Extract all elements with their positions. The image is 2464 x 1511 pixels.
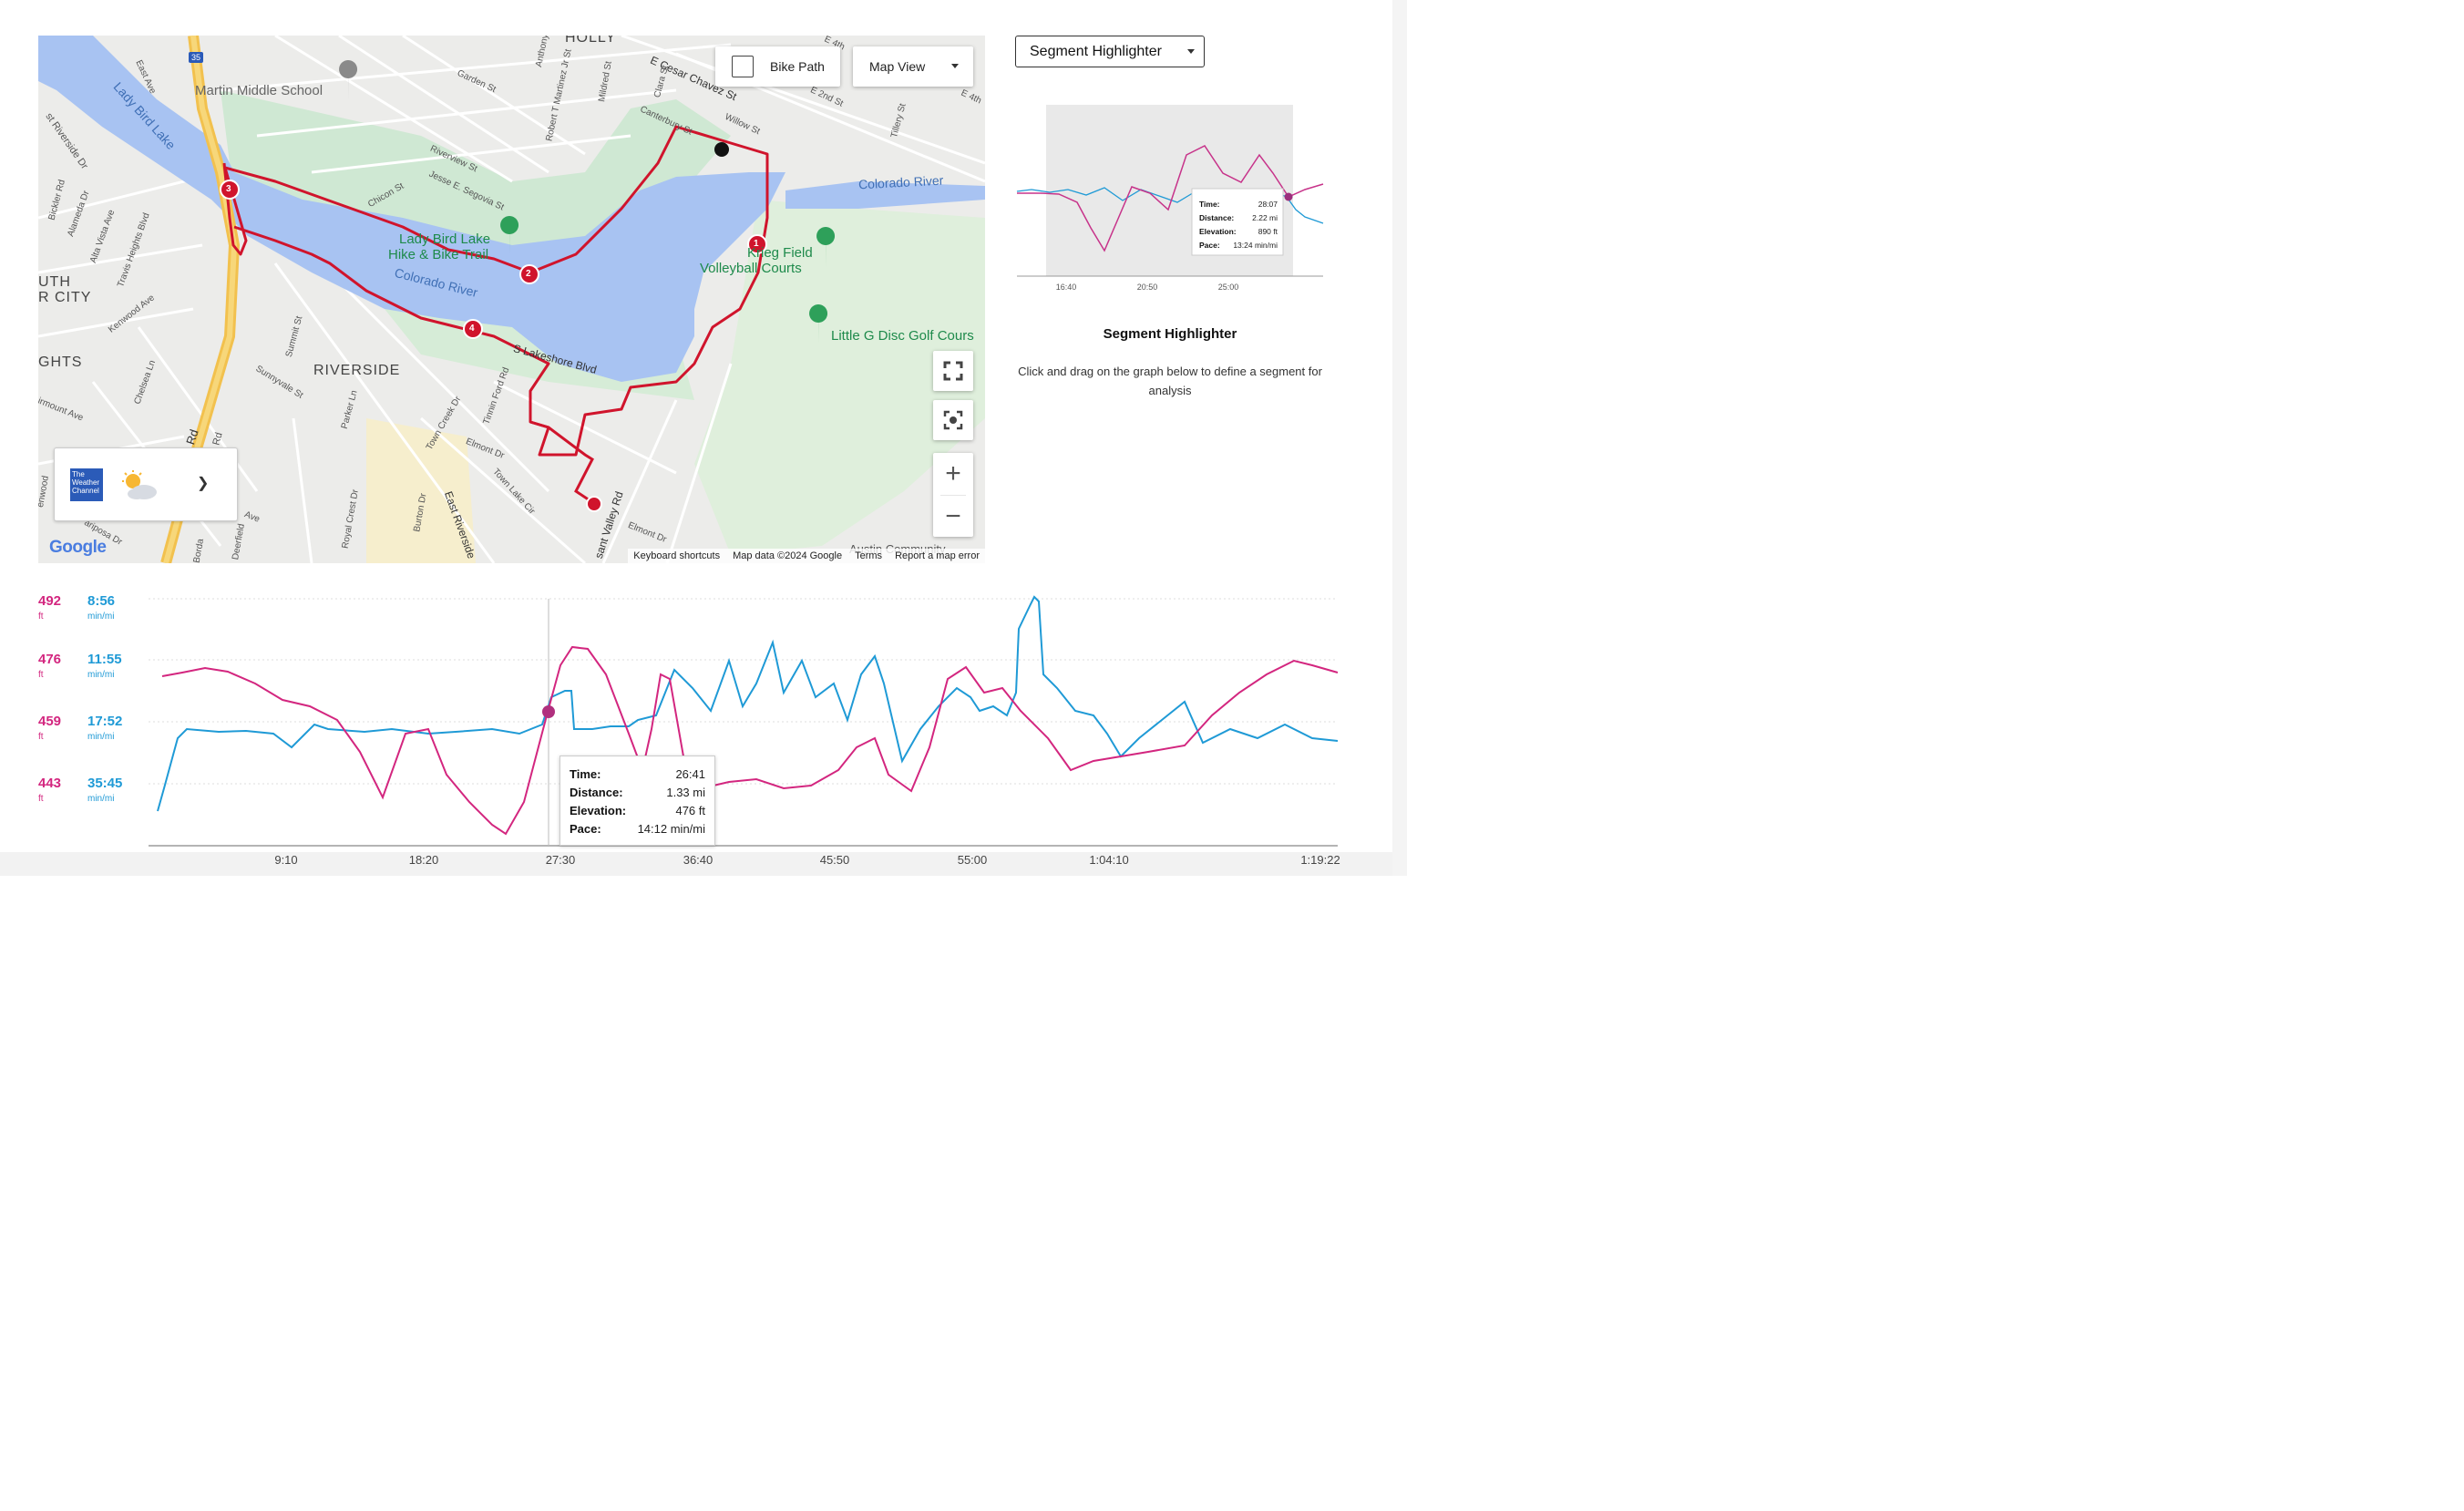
- x-tick-label: 9:10: [274, 853, 297, 867]
- zoom-out-button[interactable]: −: [945, 501, 961, 531]
- y-left-unit: ft: [38, 670, 44, 680]
- keyboard-shortcuts-link[interactable]: Keyboard shortcuts: [633, 550, 721, 561]
- report-map-error-link[interactable]: Report a map error: [895, 550, 980, 561]
- mini-tooltip-value: 890 ft: [1258, 227, 1278, 236]
- mini-segment-chart[interactable]: 16:40 20:50 25:00 Time: 28:07 Distance: …: [1013, 100, 1328, 296]
- segment-highlighter-select[interactable]: Segment Highlighter: [1015, 36, 1205, 67]
- mini-chart-cursor-dot: [1284, 192, 1293, 201]
- weather-channel-logo: The Weather Channel: [70, 468, 103, 501]
- map-attribution: Keyboard shortcuts Map data ©2024 Google…: [628, 549, 985, 563]
- bike-path-toggle[interactable]: Bike Path: [715, 46, 840, 87]
- y-right-unit: min/mi: [87, 670, 115, 680]
- mini-x-tick: 16:40: [1056, 283, 1077, 292]
- x-tick-label: 27:30: [546, 853, 576, 867]
- mini-chart-tooltip: Time: 28:07 Distance: 2.22 mi Elevation:…: [1191, 188, 1284, 256]
- chevron-down-icon: [951, 64, 959, 68]
- x-tick-label: 45:50: [820, 853, 850, 867]
- elevation-series-line: [161, 645, 1339, 836]
- map-view-dropdown[interactable]: Map View: [853, 46, 973, 87]
- partly-cloudy-icon: [122, 470, 157, 499]
- page-scrollbar-track: [1392, 0, 1407, 876]
- y-right-label: 17:52: [87, 714, 123, 729]
- terms-link[interactable]: Terms: [855, 550, 883, 561]
- mini-tooltip-value: 28:07: [1258, 200, 1278, 209]
- weather-widget[interactable]: The Weather Channel ❯: [54, 447, 238, 521]
- tooltip-key: Time:: [570, 767, 601, 781]
- bike-path-checkbox[interactable]: [732, 56, 754, 77]
- y-right-label: 8:56: [87, 593, 116, 609]
- tooltip-distance-value: 1.33 mi: [666, 786, 705, 799]
- map-view-label: Map View: [869, 59, 926, 74]
- y-left-label: 492: [38, 593, 62, 609]
- focus-target-icon: [943, 410, 963, 430]
- map-data-credit: Map data ©2024 Google: [733, 550, 843, 561]
- mini-tooltip-value: 13:24 min/mi: [1233, 241, 1278, 250]
- segment-highlighter-description: Click and drag on the graph below to def…: [1018, 365, 1322, 397]
- tooltip-pace-value: 14:12 min/mi: [637, 822, 705, 836]
- x-tick-label: 1:19:22: [1300, 853, 1340, 867]
- y-left-label: 459: [38, 714, 62, 729]
- y-right-unit: min/mi: [87, 732, 115, 742]
- y-right-label: 11:55: [87, 652, 122, 667]
- route-map[interactable]: 1 2 3 4 Martin Middle School Lady Bird L…: [38, 36, 985, 563]
- bike-path-label: Bike Path: [770, 59, 825, 74]
- mini-elevation-line: [1017, 145, 1324, 252]
- zoom-in-button[interactable]: +: [945, 458, 961, 488]
- chevron-right-icon: ❯: [197, 476, 210, 491]
- chart-tooltip: Time: 26:41 Distance: 1.33 mi Elevation: 47…: [560, 756, 715, 846]
- x-tick-label: 1:04:10: [1089, 853, 1128, 867]
- y-left-unit: ft: [38, 732, 44, 742]
- mini-tooltip-key: Time:: [1199, 200, 1220, 209]
- y-left-unit: ft: [38, 612, 44, 622]
- segment-highlighter-title: Segment Highlighter: [1103, 326, 1237, 342]
- segment-select-label: Segment Highlighter: [1030, 43, 1162, 59]
- recenter-button[interactable]: [933, 400, 973, 440]
- pace-series-line: [157, 595, 1339, 812]
- x-tick-label: 55:00: [958, 853, 988, 867]
- page-footer-band: [0, 852, 1392, 876]
- chart-cursor-dot: [542, 705, 555, 718]
- mini-x-tick: 20:50: [1137, 283, 1158, 292]
- map-base: [38, 36, 985, 563]
- x-tick-label: 18:20: [409, 853, 439, 867]
- mini-tooltip-key: Pace:: [1199, 241, 1220, 250]
- mini-tooltip-key: Elevation:: [1199, 227, 1237, 236]
- fullscreen-button[interactable]: [933, 351, 973, 391]
- chevron-down-icon: [1187, 49, 1195, 54]
- y-right-label: 35:45: [87, 776, 123, 791]
- mini-tooltip-key: Distance:: [1199, 213, 1234, 222]
- zoom-control: + −: [933, 453, 973, 537]
- tooltip-key: Distance:: [570, 786, 623, 799]
- y-right-unit: min/mi: [87, 794, 115, 804]
- zoom-divider: [940, 495, 966, 496]
- elevation-pace-chart[interactable]: 9:10 18:20 27:30 36:40 45:50 55:00 1:04:…: [0, 583, 1367, 875]
- mini-x-tick: 25:00: [1218, 283, 1239, 292]
- y-left-unit: ft: [38, 794, 44, 804]
- y-left-label: 476: [38, 652, 62, 667]
- fullscreen-icon: [943, 361, 963, 381]
- y-left-label: 443: [38, 776, 62, 791]
- tooltip-key: Pace:: [570, 822, 601, 836]
- tooltip-key: Elevation:: [570, 804, 627, 817]
- x-tick-label: 36:40: [683, 853, 714, 867]
- tooltip-time-value: 26:41: [675, 767, 705, 781]
- tooltip-elevation-value: 476 ft: [675, 804, 705, 817]
- y-right-unit: min/mi: [87, 612, 115, 622]
- mini-tooltip-value: 2.22 mi: [1252, 213, 1278, 222]
- google-logo: Google: [49, 538, 107, 557]
